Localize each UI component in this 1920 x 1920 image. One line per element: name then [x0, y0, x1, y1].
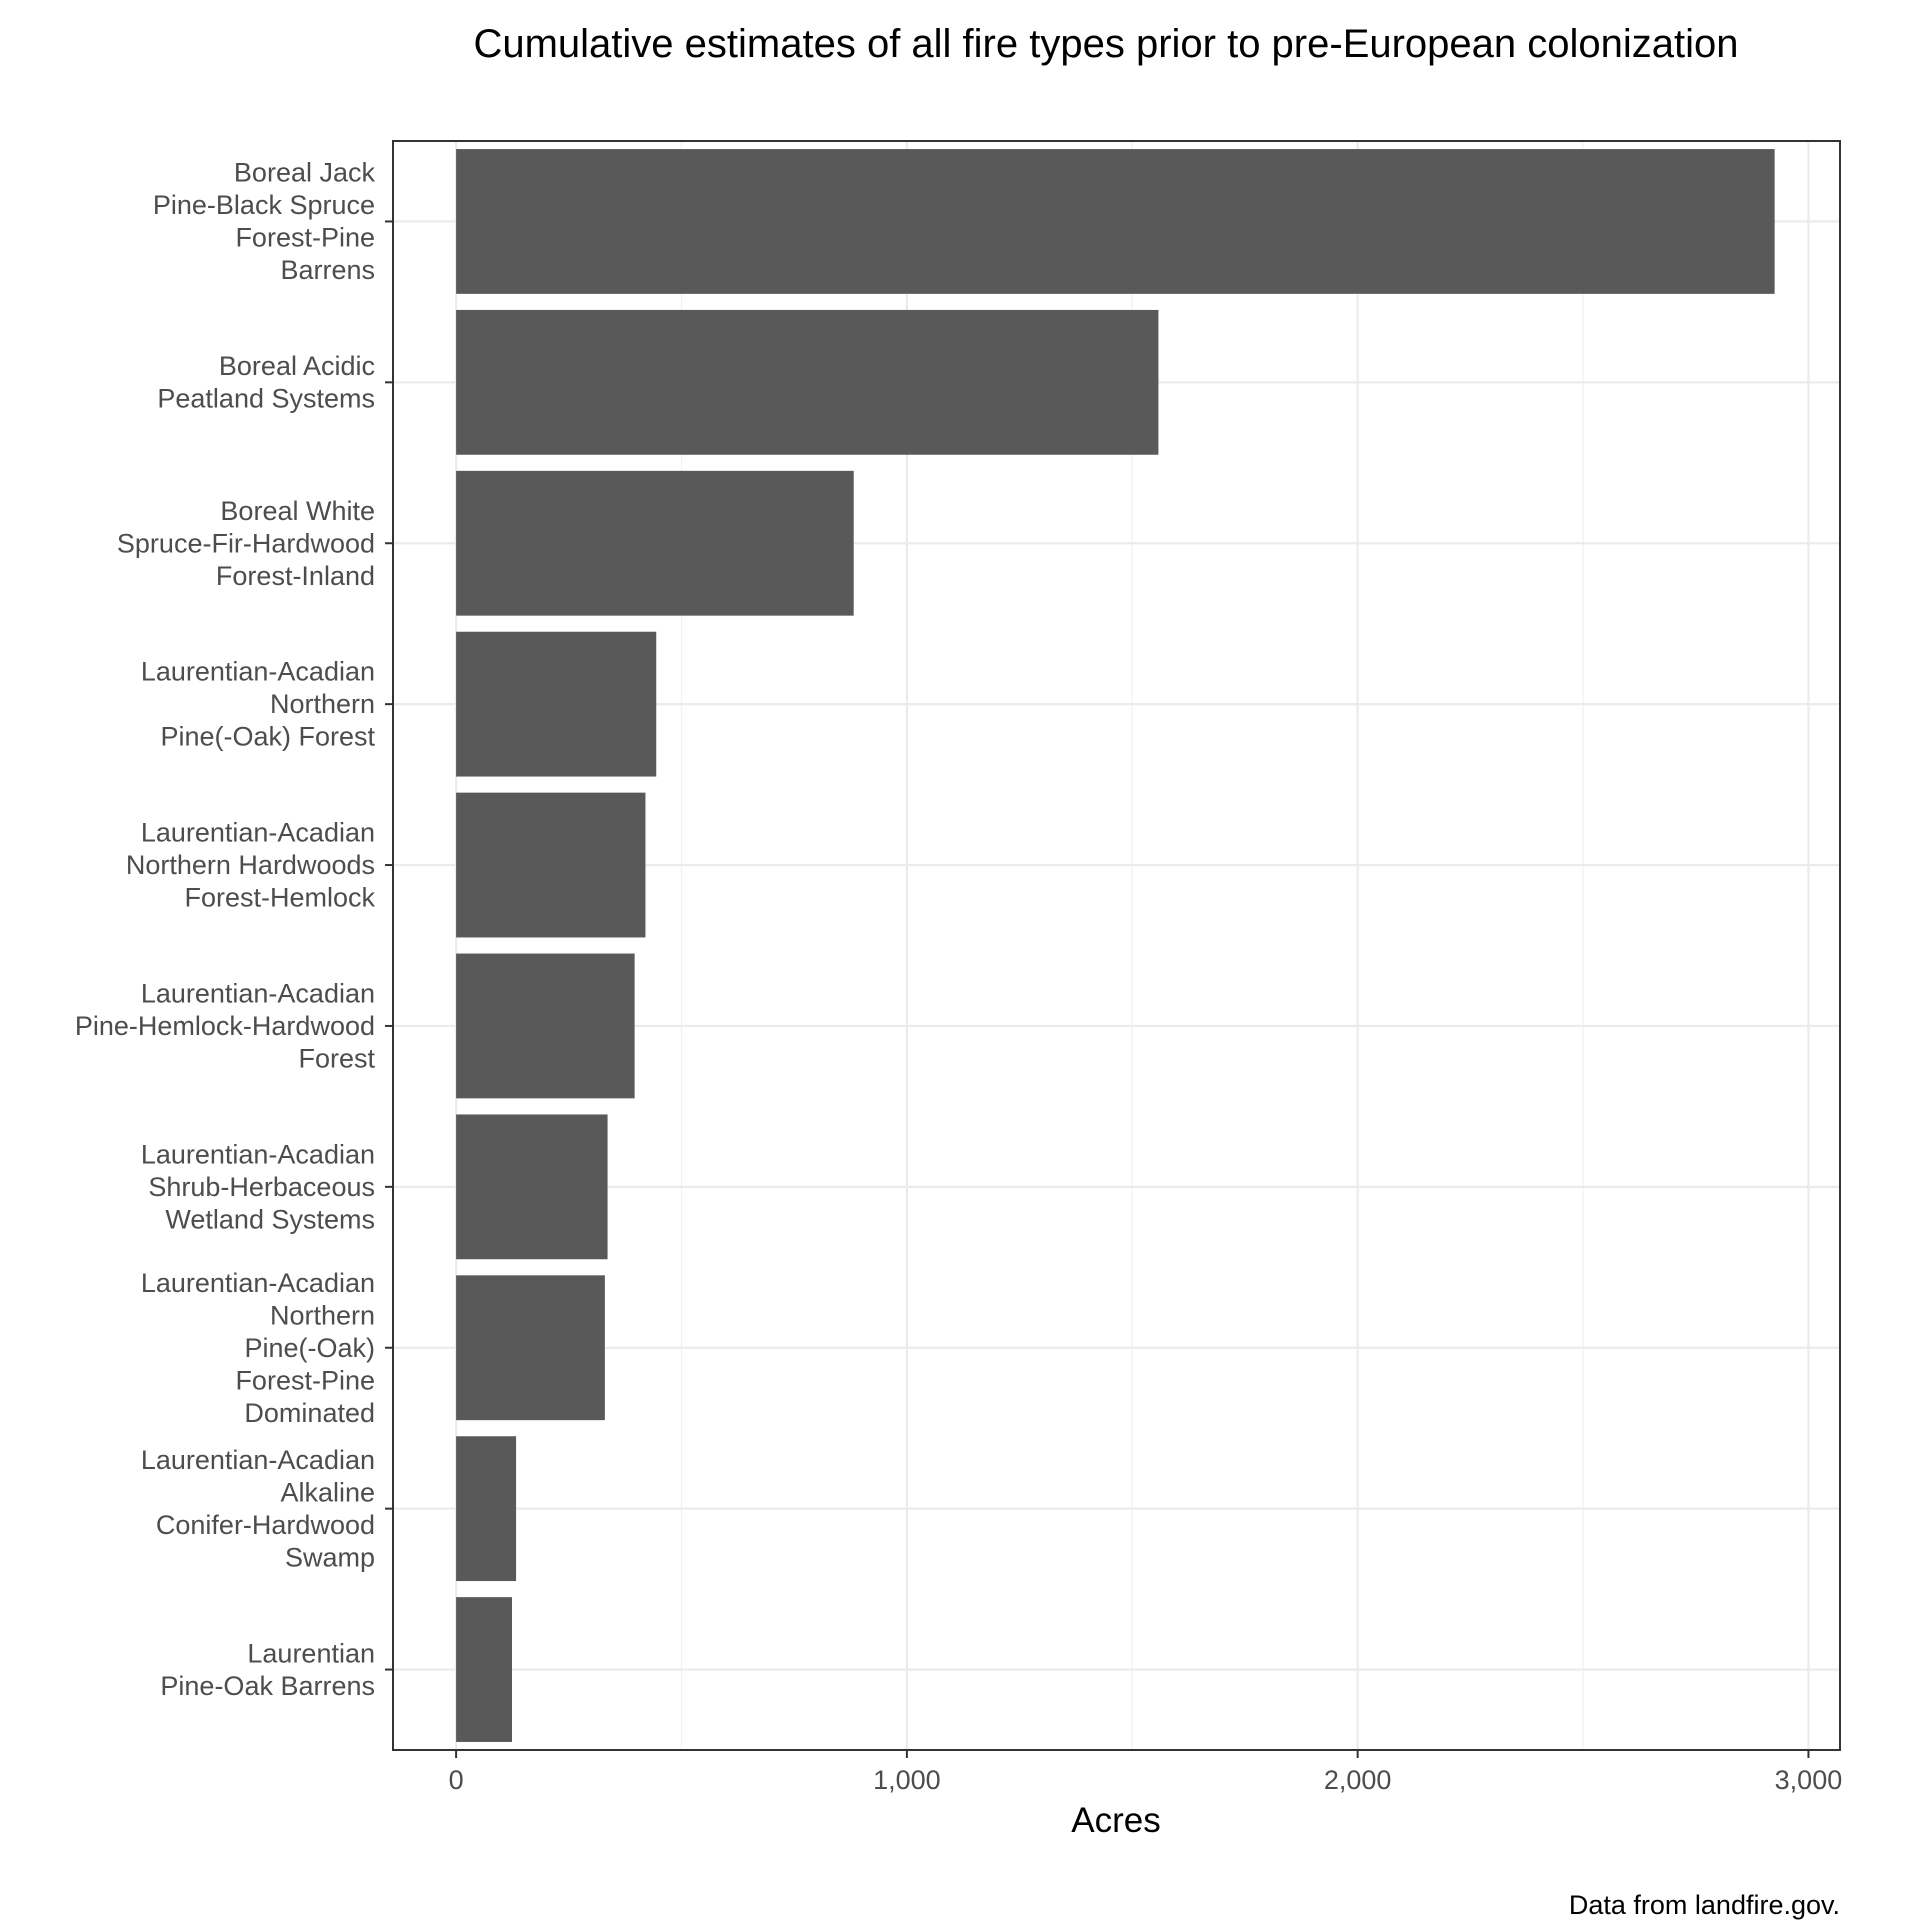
caption: Data from landfire.gov.: [1569, 1890, 1840, 1920]
bar: [456, 1436, 516, 1581]
y-tick-label: Laurentian-Acadian Pine-Hemlock-Hardwood F…: [75, 978, 376, 1073]
bar: [456, 1597, 512, 1742]
y-tick-label: Boreal Acidic Peatland Systems: [157, 351, 375, 414]
bar: [456, 471, 854, 616]
bar: [456, 793, 645, 938]
y-axis: Boreal Jack Pine-Black Spruce Forest-Pine B…: [75, 158, 393, 1701]
bar: [456, 1114, 607, 1259]
x-axis: 0 1,000 2,000 3,000: [449, 1750, 1843, 1795]
bar: [456, 310, 1158, 455]
y-tick-label: Laurentian-Acadian Northern Pine(-Oak) For…: [141, 657, 376, 752]
y-tick-label: Laurentian-Acadian Alkaline Conifer-Hardwo…: [141, 1445, 375, 1573]
bars: [456, 149, 1775, 1742]
x-tick-label: 0: [449, 1765, 464, 1795]
bar: [456, 632, 656, 777]
chart-title: Cumulative estimates of all fire types p…: [473, 22, 1738, 66]
y-tick-label: Boreal Jack Pine-Black Spruce Forest-Pine B…: [153, 158, 376, 286]
y-tick-label: Laurentian-Acadian Northern Pine(-Oak) Fore…: [141, 1268, 375, 1428]
x-axis-label: Acres: [1071, 1801, 1160, 1840]
x-tick-label: 3,000: [1775, 1765, 1843, 1795]
x-tick-label: 1,000: [873, 1765, 941, 1795]
x-tick-label: 2,000: [1324, 1765, 1392, 1795]
bar: [456, 954, 635, 1099]
y-tick-label: Laurentian Pine-Oak Barrens: [160, 1638, 375, 1701]
bar: [456, 1275, 605, 1420]
y-tick-label: Laurentian-Acadian Northern Hardwoods Fore…: [126, 818, 376, 913]
y-tick-label: Laurentian-Acadian Shrub-Herbaceous Wetlan…: [141, 1139, 375, 1234]
y-tick-label: Boreal White Spruce-Fir-Hardwood Forest-In…: [117, 496, 375, 591]
bar: [456, 149, 1775, 294]
